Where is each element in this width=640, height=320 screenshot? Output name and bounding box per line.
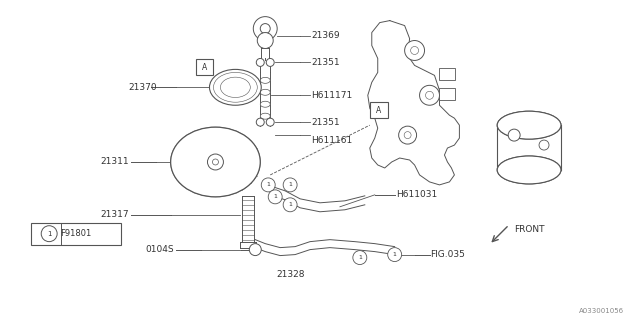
Text: 21370: 21370: [129, 83, 157, 92]
Ellipse shape: [180, 134, 252, 190]
Circle shape: [212, 159, 218, 165]
Text: 1: 1: [47, 231, 51, 237]
Circle shape: [399, 126, 417, 144]
Bar: [440, 68, 456, 80]
Circle shape: [266, 59, 274, 67]
Text: 21351: 21351: [311, 58, 340, 67]
Circle shape: [404, 132, 411, 139]
Circle shape: [539, 140, 549, 150]
Circle shape: [508, 129, 520, 141]
Ellipse shape: [220, 77, 250, 98]
Bar: [196, 60, 214, 76]
Text: FIG.035: FIG.035: [431, 250, 465, 259]
Ellipse shape: [171, 127, 260, 197]
Circle shape: [283, 198, 297, 212]
Text: 1: 1: [266, 182, 270, 188]
Circle shape: [41, 226, 57, 242]
Circle shape: [253, 17, 277, 41]
Bar: [440, 88, 456, 100]
Text: A033001056: A033001056: [579, 308, 623, 314]
Text: 21311: 21311: [100, 157, 129, 166]
Text: H611031: H611031: [396, 190, 437, 199]
Text: A: A: [376, 106, 381, 115]
Text: 1: 1: [273, 194, 277, 199]
Ellipse shape: [260, 89, 270, 95]
Ellipse shape: [260, 77, 270, 83]
Circle shape: [256, 59, 264, 67]
Ellipse shape: [260, 113, 270, 119]
Text: A: A: [202, 63, 207, 72]
Bar: [31, 223, 121, 244]
Circle shape: [426, 91, 433, 99]
Text: 0104S: 0104S: [145, 245, 173, 254]
Text: 1: 1: [288, 202, 292, 207]
Text: 1: 1: [288, 182, 292, 188]
Circle shape: [250, 244, 261, 256]
Ellipse shape: [497, 111, 561, 139]
Text: 21351: 21351: [311, 118, 340, 127]
Circle shape: [283, 178, 297, 192]
Circle shape: [404, 41, 424, 60]
Circle shape: [256, 118, 264, 126]
Ellipse shape: [175, 131, 256, 193]
Text: 21328: 21328: [276, 270, 305, 279]
Ellipse shape: [189, 141, 243, 183]
Ellipse shape: [214, 72, 257, 102]
Ellipse shape: [202, 152, 229, 172]
Text: 1: 1: [393, 252, 397, 257]
Ellipse shape: [193, 145, 238, 180]
Circle shape: [261, 178, 275, 192]
Text: FRONT: FRONT: [514, 225, 545, 234]
Ellipse shape: [171, 127, 260, 197]
Circle shape: [411, 46, 419, 54]
Text: H611171: H611171: [311, 91, 352, 100]
Text: 21369: 21369: [311, 31, 340, 40]
Circle shape: [257, 33, 273, 49]
Ellipse shape: [198, 148, 234, 176]
Ellipse shape: [497, 111, 561, 139]
Text: H611161: H611161: [311, 136, 352, 145]
Circle shape: [268, 190, 282, 204]
Bar: [370, 102, 388, 118]
Circle shape: [266, 118, 274, 126]
Circle shape: [260, 24, 270, 34]
Ellipse shape: [209, 69, 261, 105]
Ellipse shape: [218, 76, 253, 99]
Ellipse shape: [184, 138, 247, 186]
Ellipse shape: [260, 101, 270, 107]
Circle shape: [207, 154, 223, 170]
Text: 1: 1: [358, 255, 362, 260]
Circle shape: [420, 85, 440, 105]
Text: F91801: F91801: [60, 229, 92, 238]
Ellipse shape: [497, 156, 561, 184]
Circle shape: [388, 248, 402, 261]
Circle shape: [353, 251, 367, 265]
Ellipse shape: [497, 156, 561, 184]
Text: 21317: 21317: [100, 210, 129, 219]
